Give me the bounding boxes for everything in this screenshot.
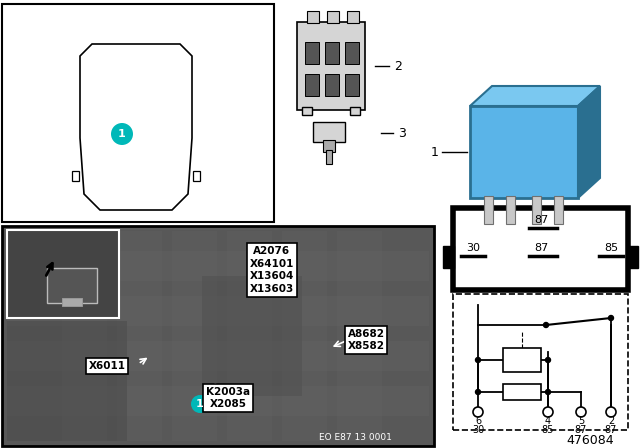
Bar xyxy=(7,341,429,371)
Text: 3: 3 xyxy=(398,126,406,139)
Text: 30: 30 xyxy=(472,425,484,435)
Bar xyxy=(305,42,319,64)
Text: 87: 87 xyxy=(575,425,587,435)
Text: 1: 1 xyxy=(196,399,204,409)
Circle shape xyxy=(543,407,553,417)
Bar xyxy=(345,42,359,64)
Circle shape xyxy=(111,123,133,145)
Bar xyxy=(350,107,360,115)
Bar xyxy=(347,11,359,23)
Bar xyxy=(470,106,578,198)
Bar xyxy=(453,294,628,430)
Bar xyxy=(503,348,541,372)
Circle shape xyxy=(609,315,614,320)
Text: K2003a
X2085: K2003a X2085 xyxy=(206,387,250,409)
Bar xyxy=(345,74,359,96)
Circle shape xyxy=(473,407,483,417)
Bar xyxy=(503,384,541,400)
Bar xyxy=(305,74,319,96)
Bar xyxy=(337,231,382,441)
Circle shape xyxy=(476,389,481,395)
Text: 2: 2 xyxy=(394,60,402,73)
Bar xyxy=(307,11,319,23)
Bar xyxy=(117,231,162,441)
Bar xyxy=(7,321,127,441)
Text: 87: 87 xyxy=(534,243,548,253)
Circle shape xyxy=(191,395,209,413)
Text: EO E87 13 0001: EO E87 13 0001 xyxy=(319,432,392,441)
Text: 30: 30 xyxy=(466,243,480,253)
Circle shape xyxy=(545,358,550,362)
Text: 1: 1 xyxy=(118,129,126,139)
Bar xyxy=(313,122,345,142)
Bar xyxy=(453,208,628,290)
Bar xyxy=(7,251,429,281)
Circle shape xyxy=(606,407,616,417)
Polygon shape xyxy=(470,86,600,106)
Bar xyxy=(172,231,217,441)
Bar xyxy=(484,196,493,224)
Polygon shape xyxy=(72,171,79,181)
Bar xyxy=(327,11,339,23)
Bar xyxy=(202,276,302,396)
Polygon shape xyxy=(578,86,600,198)
Text: 87: 87 xyxy=(605,425,617,435)
Bar xyxy=(297,22,365,110)
Text: 476084: 476084 xyxy=(566,434,614,447)
Bar xyxy=(62,298,82,306)
Bar xyxy=(506,196,515,224)
Text: 87: 87 xyxy=(534,215,548,225)
Circle shape xyxy=(476,358,481,362)
Bar xyxy=(2,4,274,222)
Circle shape xyxy=(543,323,548,327)
Text: 6: 6 xyxy=(475,416,481,426)
Bar xyxy=(325,74,339,96)
Text: 5: 5 xyxy=(578,416,584,426)
Bar xyxy=(443,246,454,268)
Bar xyxy=(326,150,332,164)
Bar xyxy=(2,226,434,446)
Circle shape xyxy=(545,389,550,395)
Text: A8682
X8582: A8682 X8582 xyxy=(348,328,385,351)
Bar xyxy=(302,107,312,115)
Polygon shape xyxy=(80,44,192,210)
Text: A2076
X64101
X13604
X13603: A2076 X64101 X13604 X13603 xyxy=(250,246,294,294)
Bar xyxy=(323,140,335,152)
Bar xyxy=(325,42,339,64)
Bar xyxy=(47,268,97,303)
Text: X6011: X6011 xyxy=(88,361,125,371)
Bar xyxy=(7,386,429,416)
Bar xyxy=(7,230,119,318)
Text: 4: 4 xyxy=(545,416,551,426)
Bar xyxy=(282,231,327,441)
Bar xyxy=(62,231,107,441)
Bar xyxy=(627,246,638,268)
Text: 85: 85 xyxy=(542,425,554,435)
Bar xyxy=(554,196,563,224)
Text: 1: 1 xyxy=(431,146,439,159)
Polygon shape xyxy=(193,171,200,181)
Bar xyxy=(227,231,272,441)
Circle shape xyxy=(576,407,586,417)
Text: 2: 2 xyxy=(608,416,614,426)
Text: 85: 85 xyxy=(604,243,618,253)
Bar xyxy=(532,196,541,224)
Bar xyxy=(7,296,429,326)
